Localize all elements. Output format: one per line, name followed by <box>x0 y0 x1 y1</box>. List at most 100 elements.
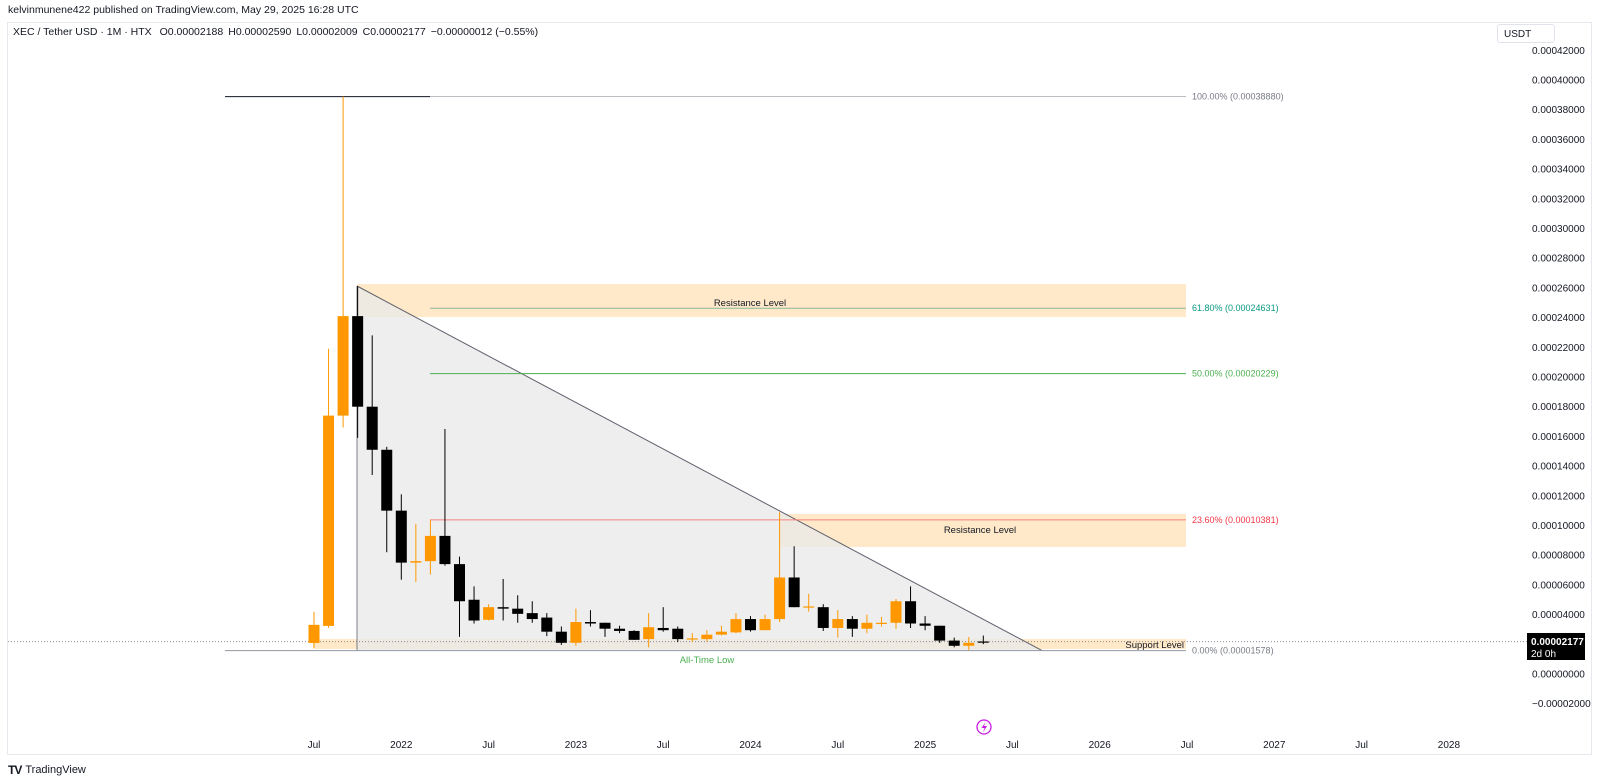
x-tick-label: Jul <box>1355 740 1368 751</box>
lightning-icon[interactable] <box>976 719 992 735</box>
candle-body <box>861 622 873 629</box>
candle-body <box>526 613 538 620</box>
currency-selector[interactable]: USDT <box>1497 24 1555 43</box>
y-tick-label: 0.00026000 <box>1532 283 1585 294</box>
candle <box>803 593 815 612</box>
resistance-lower-label: Resistance Level <box>944 525 1016 536</box>
x-tick-label: 2026 <box>1089 740 1112 751</box>
x-tick-label: 2025 <box>914 740 937 751</box>
candle-body <box>730 619 742 633</box>
y-tick-label: 0.00032000 <box>1532 194 1585 205</box>
candle-body <box>308 624 320 643</box>
drawing-layer <box>8 96 1527 652</box>
candle-body <box>614 628 626 631</box>
y-tick-label: 0.00012000 <box>1532 491 1585 502</box>
candle-body <box>745 619 756 631</box>
candle-body <box>439 535 451 565</box>
y-tick-label: 0.00042000 <box>1532 46 1585 57</box>
y-tick-label: 0.00028000 <box>1532 254 1585 265</box>
candle <box>905 586 917 628</box>
x-tick-label: 2024 <box>739 740 762 751</box>
candle <box>395 494 407 580</box>
ohlc-close: C0.00002177 <box>362 26 426 38</box>
candle-body <box>570 622 582 643</box>
y-tick-label: 0.00010000 <box>1532 521 1585 532</box>
y-tick-label: 0.00020000 <box>1532 373 1585 384</box>
candle <box>352 286 364 438</box>
x-tick-label: 2027 <box>1263 740 1286 751</box>
candles-layer <box>308 96 989 651</box>
candle-body <box>628 630 640 640</box>
candle <box>541 613 553 637</box>
y-tick-label: 0.00004000 <box>1532 610 1585 621</box>
candle-body <box>497 607 509 609</box>
x-tick-label: Jul <box>308 740 321 751</box>
ohlc-low: L0.00002009 <box>296 26 358 38</box>
candle <box>628 630 640 640</box>
bar-countdown: 2d 0h <box>1531 649 1556 660</box>
candle-body <box>512 608 524 614</box>
candle-body <box>483 607 495 620</box>
candle <box>715 625 727 636</box>
candle <box>526 601 538 623</box>
candle <box>686 633 698 643</box>
fib-level-618-label: 61.80% (0.00024631) <box>1192 303 1279 313</box>
candle-body <box>774 577 786 620</box>
ohlc-open: O0.00002188 <box>159 26 224 38</box>
ohlc-high: H0.00002590 <box>228 26 292 38</box>
x-tick-label: Jul <box>831 740 844 751</box>
tradingview-logo-icon: TV <box>8 763 22 777</box>
candle-body <box>366 406 378 450</box>
chart-frame <box>7 22 1592 755</box>
tradingview-logo[interactable]: TV TradingView <box>8 763 86 777</box>
candle <box>454 556 465 637</box>
candle <box>323 348 335 628</box>
candle <box>875 616 887 627</box>
candle-body <box>454 564 465 602</box>
candle <box>439 428 451 566</box>
resistance-upper-label: Resistance Level <box>714 298 786 309</box>
candle <box>977 635 989 645</box>
candle-body <box>701 634 713 640</box>
candle-body <box>599 622 611 629</box>
candle <box>774 512 786 623</box>
candle <box>919 616 931 631</box>
candle-body <box>555 631 567 643</box>
candle-body <box>395 510 407 563</box>
trend-line <box>356 285 1043 652</box>
candle <box>570 608 582 646</box>
x-tick-label: 2023 <box>565 740 588 751</box>
fib-labels: 100.00% (0.00038880) 61.80% (0.00024631)… <box>1192 92 1284 656</box>
y-tick-label: 0.00034000 <box>1532 165 1585 176</box>
x-tick-label: 2022 <box>390 740 413 751</box>
candle <box>599 622 611 637</box>
x-tick-label: Jul <box>657 740 670 751</box>
y-tick-label: 0.00008000 <box>1532 551 1585 562</box>
fib-level-0-label: 0.00% (0.00001578) <box>1192 646 1274 656</box>
candle <box>890 599 902 629</box>
candle <box>584 610 596 627</box>
y-tick-label: 0.00000000 <box>1532 670 1585 681</box>
candle <box>788 546 800 608</box>
x-tick-label: Jul <box>1006 740 1019 751</box>
fib-level-100-label: 100.00% (0.00038880) <box>1192 92 1284 102</box>
candle-body <box>643 627 655 640</box>
y-tick-label: 0.00036000 <box>1532 135 1585 146</box>
all-time-low-label: All-Time Low <box>680 655 735 666</box>
candle <box>963 636 975 651</box>
tradingview-logo-text: TradingView <box>25 764 86 776</box>
symbol-legend: XEC / Tether USD · 1M · HTX O0.00002188 H… <box>13 26 543 38</box>
candle <box>817 604 829 631</box>
candle <box>512 595 524 623</box>
candle-body <box>817 607 829 628</box>
x-tick-label: 2028 <box>1438 740 1461 751</box>
candle <box>614 625 626 634</box>
candle <box>308 611 320 648</box>
symbol-title[interactable]: XEC / Tether USD · 1M · HTX <box>13 26 152 38</box>
candle-body <box>905 601 917 624</box>
candle <box>337 96 349 428</box>
candle <box>643 613 655 648</box>
candle <box>730 613 742 634</box>
candle <box>555 626 567 645</box>
